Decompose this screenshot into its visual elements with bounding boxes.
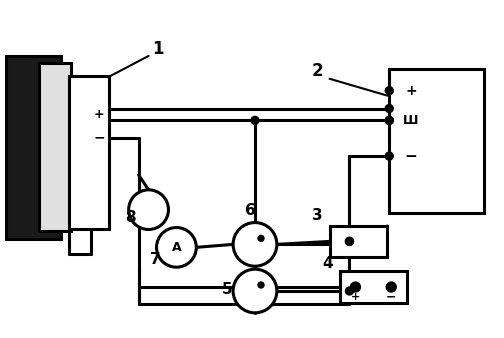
Circle shape bbox=[345, 287, 353, 295]
Circle shape bbox=[258, 282, 264, 288]
Text: 7: 7 bbox=[150, 252, 161, 267]
Text: −: − bbox=[405, 149, 417, 164]
Circle shape bbox=[385, 104, 393, 113]
Circle shape bbox=[345, 237, 353, 245]
Circle shape bbox=[386, 282, 396, 292]
Circle shape bbox=[233, 269, 277, 313]
Text: 5: 5 bbox=[222, 282, 232, 296]
Circle shape bbox=[350, 282, 360, 292]
Text: −: − bbox=[386, 290, 397, 304]
Text: +: + bbox=[405, 83, 417, 98]
Text: 4: 4 bbox=[322, 256, 333, 271]
Text: 6: 6 bbox=[244, 203, 256, 218]
Circle shape bbox=[258, 235, 264, 241]
Text: −: − bbox=[93, 130, 105, 144]
Circle shape bbox=[251, 116, 259, 124]
Circle shape bbox=[385, 116, 393, 124]
Bar bbox=[340, 271, 407, 303]
Bar bbox=[7, 56, 61, 239]
Circle shape bbox=[233, 222, 277, 266]
Circle shape bbox=[385, 152, 393, 160]
Text: +: + bbox=[351, 292, 360, 302]
Bar bbox=[39, 63, 71, 232]
Text: 1: 1 bbox=[152, 40, 163, 58]
Text: 2: 2 bbox=[312, 62, 324, 80]
Circle shape bbox=[385, 116, 393, 124]
Bar bbox=[69, 76, 109, 230]
Bar bbox=[389, 69, 484, 213]
Text: 3: 3 bbox=[312, 208, 323, 223]
Bar bbox=[330, 225, 387, 257]
Text: +: + bbox=[94, 108, 104, 121]
Text: 8: 8 bbox=[125, 210, 136, 225]
Circle shape bbox=[385, 87, 393, 95]
Circle shape bbox=[157, 227, 197, 267]
Text: Ш: Ш bbox=[403, 114, 419, 127]
Circle shape bbox=[129, 190, 168, 230]
Text: A: A bbox=[171, 241, 181, 254]
Circle shape bbox=[345, 237, 353, 245]
